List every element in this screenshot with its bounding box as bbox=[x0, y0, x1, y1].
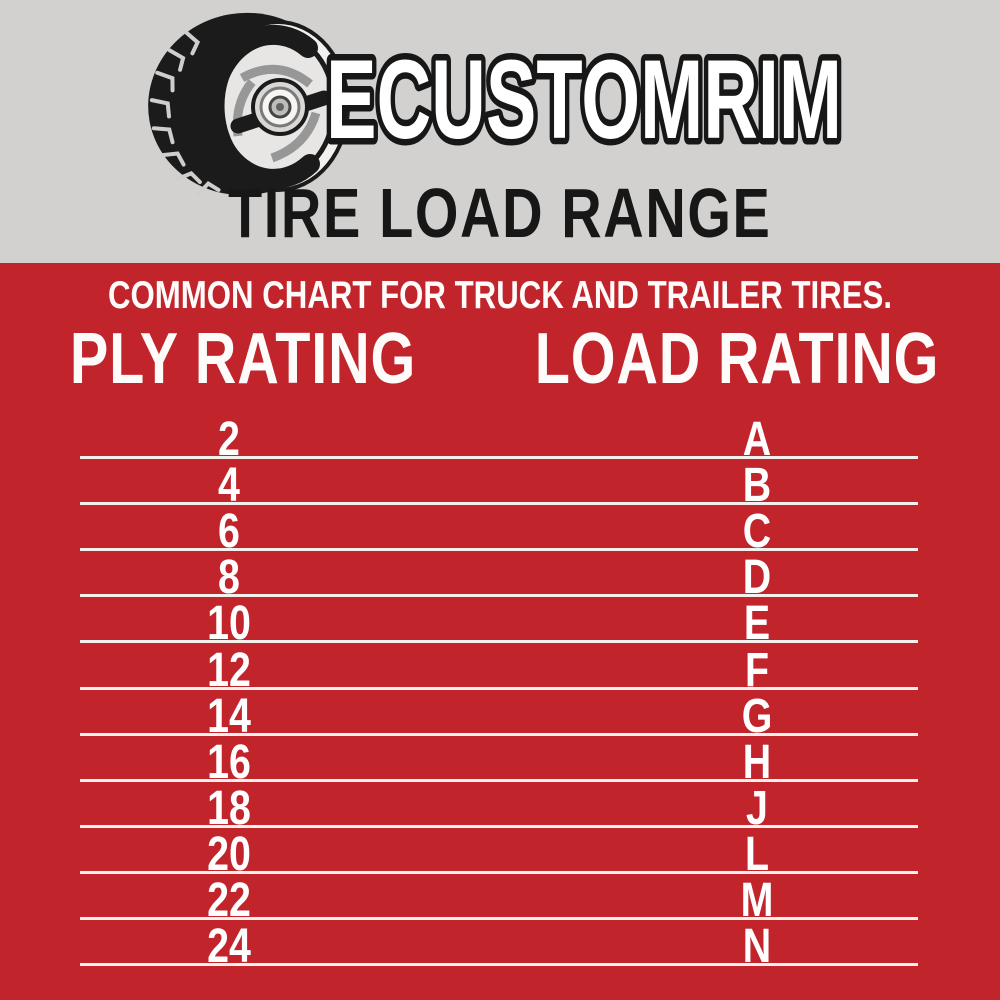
load-rating-value: M bbox=[740, 874, 774, 928]
rating-table: 2 A 4 B 6 C 8 D 10 E 12 F 14 G 16 H 18 J 20 L 22 M 24 N bbox=[80, 413, 918, 971]
chart-subtitle-text: COMMON CHART FOR TRUCK AND TRAILER TIRES… bbox=[108, 274, 892, 317]
load-rating-value: G bbox=[741, 689, 773, 743]
load-rating-value: C bbox=[742, 505, 772, 559]
chart-band: COMMON CHART FOR TRUCK AND TRAILER TIRES… bbox=[0, 263, 1000, 1000]
table-row: 20 L bbox=[80, 828, 918, 878]
ply-rating-value: 10 bbox=[207, 597, 252, 651]
ply-rating-value: 24 bbox=[207, 920, 252, 974]
load-rating-value: B bbox=[742, 459, 772, 513]
load-rating-value: N bbox=[742, 920, 772, 974]
table-row: 10 E bbox=[80, 597, 918, 648]
ply-rating-value: 6 bbox=[218, 505, 241, 559]
ply-rating-value: 4 bbox=[218, 459, 241, 513]
ply-rating-value: 16 bbox=[207, 735, 252, 789]
ply-rating-value: 14 bbox=[207, 689, 252, 743]
load-rating-value: H bbox=[742, 735, 772, 789]
table-row: 14 G bbox=[80, 690, 918, 740]
tire-wheel-logo-icon bbox=[148, 12, 350, 196]
load-rating-value: J bbox=[746, 781, 769, 835]
table-row: 16 H bbox=[80, 736, 918, 786]
column-header-load-rating: LOAD RATING bbox=[534, 319, 940, 399]
page-title: TIRE LOAD RANGE bbox=[0, 178, 1000, 248]
ply-rating-value: 18 bbox=[207, 781, 252, 835]
ply-rating-value: 8 bbox=[218, 551, 241, 605]
load-rating-value: F bbox=[745, 643, 770, 697]
ply-rating-value: 2 bbox=[218, 413, 241, 467]
brand-wordmark: ECUSTOMRIM bbox=[320, 31, 849, 169]
ply-rating-value: 12 bbox=[207, 643, 252, 697]
page-title-text: TIRE LOAD RANGE bbox=[228, 174, 772, 252]
table-row: 12 F bbox=[80, 643, 918, 694]
column-header-ply-rating: PLY RATING bbox=[69, 319, 417, 399]
table-row: 24 N bbox=[80, 920, 918, 971]
header-band: ECUSTOMRIM TIRE LOAD RANGE bbox=[0, 0, 1000, 263]
table-row: 18 J bbox=[80, 782, 918, 832]
ply-rating-value: 22 bbox=[207, 874, 252, 928]
load-rating-value: A bbox=[742, 413, 772, 467]
chart-subtitle: COMMON CHART FOR TRUCK AND TRAILER TIRES… bbox=[0, 274, 1000, 318]
load-rating-value: L bbox=[745, 827, 770, 881]
table-row: 22 M bbox=[80, 874, 918, 925]
load-rating-value: E bbox=[743, 597, 771, 651]
load-rating-value: D bbox=[742, 551, 772, 605]
brand-name-text: ECUSTOMRIM bbox=[326, 37, 842, 162]
ply-rating-value: 20 bbox=[207, 827, 252, 881]
